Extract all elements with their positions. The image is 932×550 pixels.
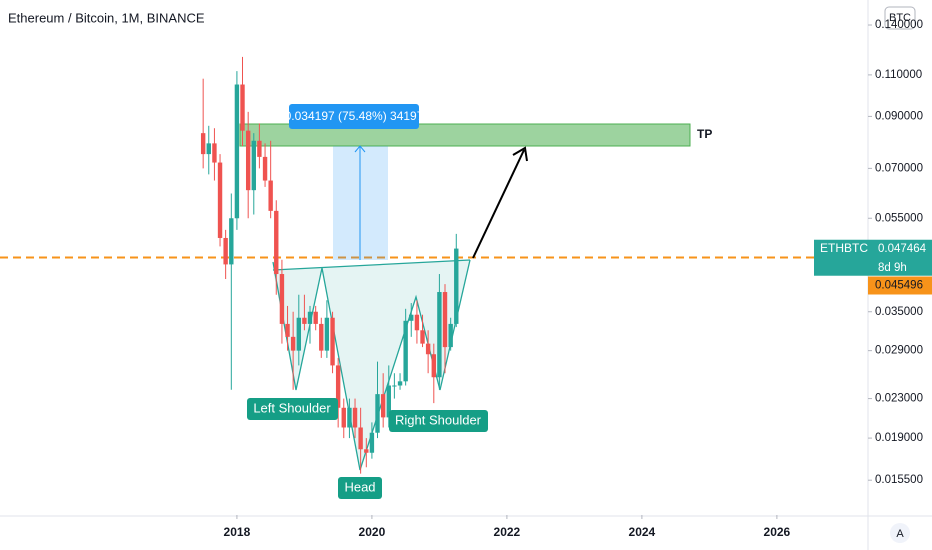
candle-body bbox=[409, 314, 414, 321]
auto-scale-button[interactable] bbox=[890, 523, 910, 543]
left-shoulder-label: Left Shoulder bbox=[253, 400, 331, 415]
y-tick-label: 0.110000 bbox=[875, 69, 922, 81]
y-tick-label: 0.029000 bbox=[875, 345, 923, 357]
y-tick-label: 0.055000 bbox=[875, 212, 923, 224]
x-tick-label: 2026 bbox=[764, 525, 791, 539]
candle-body bbox=[375, 394, 380, 433]
measure-label-box bbox=[289, 104, 419, 129]
candle-body bbox=[437, 292, 442, 378]
symbol-label: ETHBTC bbox=[820, 241, 868, 255]
x-tick-label: 2020 bbox=[359, 525, 386, 539]
candle-body bbox=[313, 311, 318, 324]
x-tick-label: 2024 bbox=[629, 525, 656, 539]
last-price-tag bbox=[814, 239, 932, 276]
candle-body bbox=[262, 156, 268, 181]
candle-body bbox=[212, 143, 217, 163]
pattern-line bbox=[272, 259, 471, 471]
candle-body bbox=[251, 140, 256, 191]
candle-body bbox=[229, 218, 234, 265]
measure-arrow-head bbox=[354, 145, 366, 153]
candle-body bbox=[200, 133, 206, 155]
neckline bbox=[272, 259, 471, 271]
candle-body bbox=[341, 407, 346, 428]
candle-body bbox=[268, 180, 273, 211]
label-box bbox=[247, 398, 338, 420]
head-label: Head bbox=[344, 479, 375, 494]
currency-label: BTC bbox=[889, 12, 911, 24]
line-price-label: 0.045496 bbox=[875, 280, 923, 292]
candle-body bbox=[217, 162, 223, 238]
candle-body bbox=[257, 140, 262, 157]
candle-body bbox=[319, 323, 324, 351]
candle-body bbox=[364, 449, 369, 453]
candle-body bbox=[290, 336, 296, 351]
line-price-tag bbox=[868, 276, 932, 295]
candle-body bbox=[442, 292, 448, 348]
candle-body bbox=[380, 394, 386, 418]
candle-body bbox=[330, 317, 335, 366]
candle-body bbox=[302, 317, 307, 324]
candle-body bbox=[245, 130, 251, 191]
y-tick-label: 0.140000 bbox=[875, 19, 923, 31]
candle-body bbox=[403, 320, 408, 382]
y-tick-label: 0.015500 bbox=[875, 474, 923, 486]
candles bbox=[200, 56, 459, 474]
candle-body bbox=[420, 330, 425, 344]
candle-body bbox=[347, 407, 352, 428]
countdown-label: 8d 9h bbox=[878, 262, 907, 274]
candle-body bbox=[240, 84, 245, 131]
candle-body bbox=[448, 323, 453, 348]
candle-body bbox=[397, 381, 403, 386]
last-price-label: 0.047464 bbox=[878, 243, 927, 255]
candle-body bbox=[223, 237, 228, 265]
candle-body bbox=[392, 385, 397, 387]
candle-body bbox=[274, 210, 279, 275]
candle-body bbox=[285, 323, 290, 337]
candle-body bbox=[358, 427, 363, 450]
candle-body bbox=[414, 314, 420, 331]
y-tick-label: 0.090000 bbox=[875, 110, 923, 122]
candle-body bbox=[296, 317, 302, 351]
target-arrow-head bbox=[512, 146, 528, 162]
candle-body bbox=[454, 248, 459, 324]
candle-body bbox=[386, 385, 391, 418]
y-tick-label: 0.070000 bbox=[875, 162, 923, 174]
candle-body bbox=[206, 143, 211, 155]
tp-label: TP bbox=[697, 127, 712, 141]
candle-body bbox=[279, 274, 285, 324]
candle-body bbox=[335, 365, 341, 408]
x-tick-label: 2022 bbox=[494, 525, 521, 539]
pattern-fill bbox=[273, 260, 470, 470]
label-box bbox=[338, 477, 382, 499]
candle-body bbox=[425, 343, 431, 355]
measure-label: 0.034197 (75.48%) 34197 bbox=[285, 109, 424, 123]
y-tick-label: 0.035000 bbox=[875, 306, 923, 318]
candle-body bbox=[369, 432, 375, 453]
target-arrow bbox=[472, 149, 525, 259]
tp-zone bbox=[239, 123, 691, 147]
candle-body bbox=[431, 354, 436, 378]
label-box bbox=[389, 410, 488, 432]
chart-title: Ethereum / Bitcoin, 1M, BINANCE bbox=[8, 10, 205, 25]
candle-body bbox=[324, 317, 330, 351]
y-tick-label: 0.019000 bbox=[875, 432, 923, 444]
right-shoulder-label: Right Shoulder bbox=[395, 412, 482, 427]
auto-scale-label: A bbox=[896, 528, 904, 540]
candle-body bbox=[352, 407, 358, 428]
candle-body bbox=[234, 84, 240, 219]
y-tick-label: 0.023000 bbox=[875, 393, 923, 405]
currency-button[interactable] bbox=[884, 6, 916, 30]
x-tick-label: 2018 bbox=[224, 525, 251, 539]
candle-body bbox=[307, 311, 313, 324]
